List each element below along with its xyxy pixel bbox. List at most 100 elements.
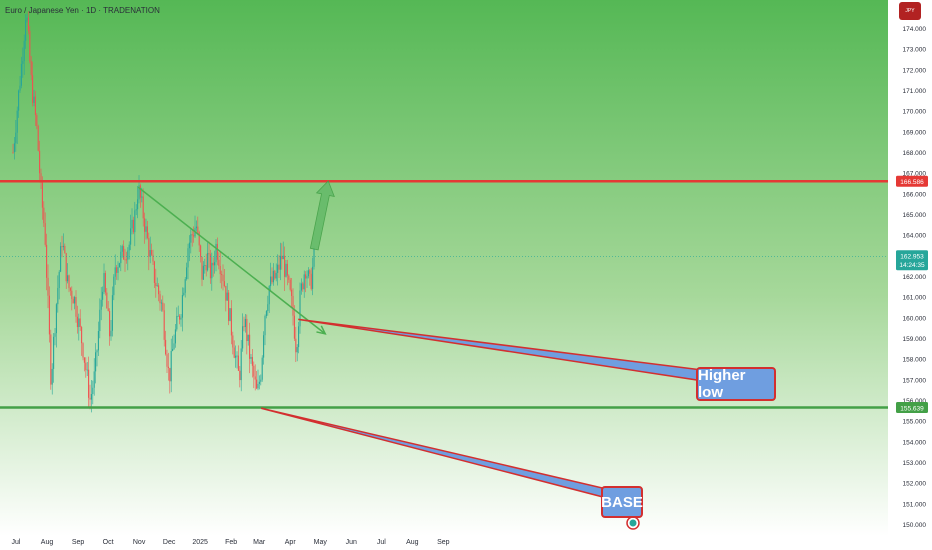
candle-body[interactable] (64, 245, 66, 254)
candle-body[interactable] (39, 150, 41, 174)
candle-body[interactable] (258, 381, 260, 384)
candle-body[interactable] (212, 262, 214, 266)
candle-body[interactable] (67, 275, 69, 282)
candle-body[interactable] (300, 283, 302, 291)
candle-body[interactable] (148, 238, 150, 257)
candle-body[interactable] (130, 228, 132, 245)
candle-body[interactable] (242, 326, 244, 349)
candle-body[interactable] (23, 40, 25, 62)
candle-body[interactable] (92, 387, 94, 395)
candle-body[interactable] (138, 185, 140, 200)
candle-body[interactable] (169, 367, 171, 382)
candle-body[interactable] (270, 276, 272, 287)
candle-body[interactable] (288, 275, 290, 280)
candle-body[interactable] (272, 270, 274, 283)
candle-body[interactable] (208, 253, 210, 255)
candle-body[interactable] (30, 61, 32, 76)
candle-body[interactable] (74, 297, 76, 304)
candle-body[interactable] (216, 243, 218, 260)
candle-body[interactable] (274, 270, 276, 279)
candle-body[interactable] (18, 90, 20, 111)
candle-body[interactable] (249, 334, 251, 359)
candle-body[interactable] (165, 339, 167, 355)
candle-body[interactable] (27, 17, 29, 31)
candle-body[interactable] (229, 308, 231, 321)
candle-body[interactable] (260, 379, 262, 382)
candle-body[interactable] (263, 335, 265, 358)
candle-body[interactable] (53, 336, 55, 369)
candle-body[interactable] (68, 275, 70, 289)
candle-body[interactable] (152, 254, 154, 262)
candle-body[interactable] (13, 143, 15, 153)
candle-body[interactable] (243, 326, 245, 328)
candle-body[interactable] (113, 276, 115, 296)
candle-body[interactable] (184, 279, 186, 293)
projection-arrow[interactable] (309, 180, 335, 251)
candle-body[interactable] (25, 20, 27, 41)
candle-body[interactable] (307, 270, 309, 277)
candle-body[interactable] (181, 295, 183, 318)
candle-body[interactable] (187, 248, 189, 268)
candle-body[interactable] (99, 309, 101, 332)
callout-higher-low[interactable]: Higher low (696, 367, 776, 401)
candle-body[interactable] (15, 132, 17, 144)
candle-body[interactable] (201, 256, 203, 280)
candle-body[interactable] (58, 271, 60, 288)
candle-body[interactable] (22, 61, 24, 64)
candle-body[interactable] (86, 369, 88, 371)
candle-body[interactable] (76, 316, 78, 328)
candle-body[interactable] (226, 292, 228, 301)
candle-body[interactable] (261, 357, 263, 380)
candle-body[interactable] (167, 366, 169, 368)
candle-body[interactable] (286, 263, 288, 276)
candle-body[interactable] (295, 338, 297, 353)
candle-body[interactable] (177, 315, 179, 317)
candle-body[interactable] (293, 315, 295, 339)
candle-body[interactable] (268, 286, 270, 305)
candle-body[interactable] (289, 279, 291, 290)
candle-body[interactable] (137, 199, 139, 210)
candle-body[interactable] (145, 226, 147, 232)
candle-body[interactable] (114, 267, 116, 277)
candle-body[interactable] (96, 350, 98, 353)
candle-body[interactable] (118, 263, 120, 268)
candle-body[interactable] (40, 173, 42, 183)
candle-body[interactable] (195, 226, 197, 229)
candle-body[interactable] (44, 223, 46, 245)
candle-body[interactable] (90, 394, 92, 400)
candle-body[interactable] (271, 276, 273, 283)
candle-body[interactable] (88, 369, 90, 398)
candle-body[interactable] (75, 297, 77, 317)
currency-button[interactable]: JPY (899, 2, 921, 20)
candle-body[interactable] (237, 355, 239, 371)
candle-body[interactable] (85, 362, 87, 370)
candle-body[interactable] (97, 331, 99, 351)
candle-body[interactable] (219, 265, 221, 275)
candle-body[interactable] (256, 379, 258, 389)
candle-body[interactable] (225, 285, 227, 301)
candle-body[interactable] (298, 326, 300, 348)
candle-body[interactable] (26, 17, 28, 21)
candle-body[interactable] (104, 273, 106, 293)
candle-body[interactable] (132, 219, 134, 233)
candle-body[interactable] (191, 234, 193, 236)
candle-body[interactable] (131, 219, 133, 229)
candle-body[interactable] (79, 318, 81, 328)
candle-body[interactable] (127, 250, 129, 260)
candle-body[interactable] (32, 75, 34, 103)
candle-body[interactable] (200, 245, 202, 257)
candle-body[interactable] (62, 245, 64, 248)
candle-body[interactable] (174, 329, 176, 344)
candle-body[interactable] (232, 335, 234, 348)
candle-body[interactable] (198, 232, 200, 246)
candle-body[interactable] (135, 209, 137, 211)
candle-body[interactable] (123, 246, 125, 260)
candle-body[interactable] (223, 281, 225, 286)
candle-body[interactable] (176, 315, 178, 330)
drawings[interactable]: 166.586 155.639 162.953 14:24:35 (0, 175, 928, 530)
candle-body[interactable] (188, 242, 190, 249)
candle-body[interactable] (111, 295, 113, 331)
candle-body[interactable] (247, 334, 249, 342)
candle-body[interactable] (102, 291, 104, 300)
candle-body[interactable] (240, 348, 242, 381)
